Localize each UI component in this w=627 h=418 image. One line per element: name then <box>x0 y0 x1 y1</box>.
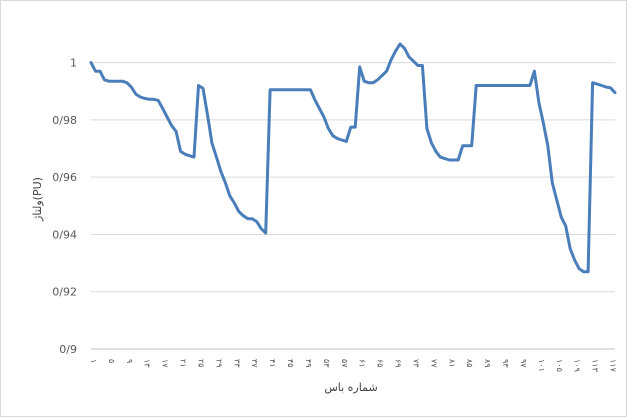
x-tick-label: ۳۳ <box>232 359 241 368</box>
x-tick-label: ۸۵ <box>465 359 474 368</box>
y-tick-label: 0/92 <box>52 286 77 299</box>
x-tick-label: ۴۱ <box>268 359 277 368</box>
x-tick-labels: ۱ ۵ ۹ ۱۳ ۱۷ ۲۱ ۲۵ ۲۹ ۳۳ ۳۷ ۴۱ ۴۵ ۴۹ ۵۳ ۵۷ ۶۱ ۶۵ ۶۹ ۷۳ ۷۷ ۸۱ ۸… <box>89 359 618 373</box>
x-tick-label: ۴۵ <box>286 359 295 368</box>
x-tick-label: ۲۵ <box>196 359 205 368</box>
x-tick-label: ۹۳ <box>501 359 510 368</box>
y-tick-label: 0/98 <box>52 114 77 127</box>
x-tick-label: ۶۵ <box>376 359 385 368</box>
x-tick-label: ۵۳ <box>322 359 331 368</box>
x-tick-label: ۲۹ <box>214 359 223 368</box>
y-tick-label: 0/9 <box>59 343 77 356</box>
x-tick-label: ۱۷ <box>161 359 170 368</box>
x-tick-label: ۱۰۹ <box>573 359 582 372</box>
x-axis-title: شماره باس <box>324 381 377 394</box>
x-tick-label: ۷۷ <box>429 359 438 368</box>
x-tick-label: ۹ <box>125 359 134 363</box>
x-tick-label: ۵ <box>107 359 116 363</box>
x-tick-label: ۱۱۷ <box>609 359 618 373</box>
x-tick-label: ۴۹ <box>304 359 313 368</box>
y-tick-labels: 0/9 0/92 0/94 0/96 0/98 1 <box>52 57 77 356</box>
x-tick-label: ۱۰۵ <box>555 359 564 372</box>
series-line <box>89 42 617 274</box>
x-tick-label: ۸۱ <box>447 359 456 368</box>
y-tick-label: 0/94 <box>52 228 77 241</box>
gridlines <box>91 62 615 350</box>
y-axis-title: ولتاژ(PU) <box>31 177 44 222</box>
x-tick-label: ۱۳ <box>143 359 152 368</box>
y-tick-label: 1 <box>70 57 77 70</box>
x-tick-label: ۶۹ <box>394 359 403 368</box>
x-tick-label: ۱۱۳ <box>591 359 600 373</box>
x-tick-label: ۱۰۱ <box>537 359 546 372</box>
x-tick-label: ۶۱ <box>358 359 367 368</box>
x-tick-label: ۹۷ <box>519 359 528 368</box>
x-tick-label: ۱ <box>89 359 98 363</box>
series-group <box>89 42 617 274</box>
x-tick-label: ۳۷ <box>250 359 259 368</box>
x-tick-label: ۷۳ <box>411 359 420 368</box>
x-tick-label: ۵۷ <box>340 359 349 368</box>
x-tick-label: ۲۱ <box>179 359 188 368</box>
y-tick-label: 0/96 <box>52 171 77 184</box>
x-tick-label: ۸۹ <box>483 359 492 368</box>
